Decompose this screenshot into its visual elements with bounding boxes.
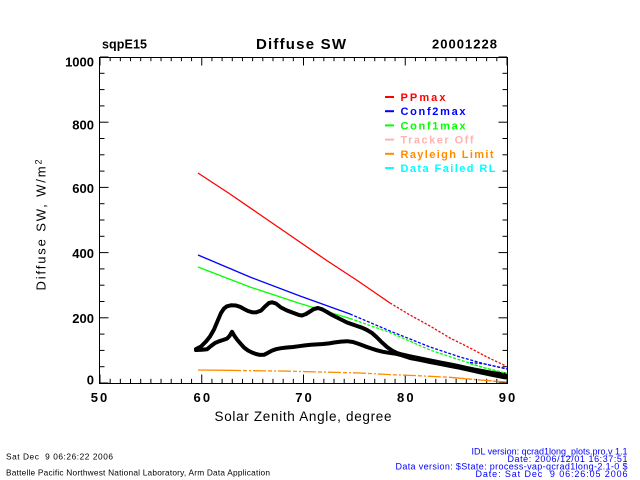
svg-text:20001228: 20001228 xyxy=(432,37,497,52)
svg-text:800: 800 xyxy=(72,118,94,133)
svg-text:600: 600 xyxy=(72,181,94,196)
svg-text:Date: 2006/12/01 16:37:51: Date: 2006/12/01 16:37:51 xyxy=(508,454,628,464)
svg-text:Date: Sat Dec 9 06:26:05 2006: Date: Sat Dec 9 06:26:05 2006 xyxy=(476,469,628,479)
svg-text:0: 0 xyxy=(87,373,94,388)
svg-text:Diffuse SW: Diffuse SW xyxy=(256,36,347,53)
svg-text:400: 400 xyxy=(72,246,94,261)
svg-text:Data Failed RL: Data Failed RL xyxy=(401,163,496,175)
svg-text:IDL version: qcrad1long_plots.: IDL version: qcrad1long_plots.pro,v 1.1 xyxy=(472,447,628,457)
svg-text:Tracker Off: Tracker Off xyxy=(401,135,474,147)
svg-text:Solar Zenith Angle, degree: Solar Zenith Angle, degree xyxy=(215,409,392,424)
svg-text:Battelle Pacific Northwest Nat: Battelle Pacific Northwest National Labo… xyxy=(6,468,270,478)
svg-text:Conf2max: Conf2max xyxy=(401,106,467,118)
svg-text:1000: 1000 xyxy=(65,55,94,70)
svg-text:Diffuse SW, W/m2: Diffuse SW, W/m2 xyxy=(34,160,49,291)
svg-text:Rayleigh Limit: Rayleigh Limit xyxy=(401,149,494,161)
svg-text:Data version: $State: process-: Data version: $State: process-vap-qcrad1… xyxy=(396,462,628,472)
svg-text:Sat Dec 9 06:26:22 2006: Sat Dec 9 06:26:22 2006 xyxy=(6,452,113,462)
svg-text:PPmax: PPmax xyxy=(401,92,447,104)
svg-text:sqpE15: sqpE15 xyxy=(102,38,147,52)
svg-text:200: 200 xyxy=(72,311,94,326)
svg-text:Conf1max: Conf1max xyxy=(401,120,467,132)
